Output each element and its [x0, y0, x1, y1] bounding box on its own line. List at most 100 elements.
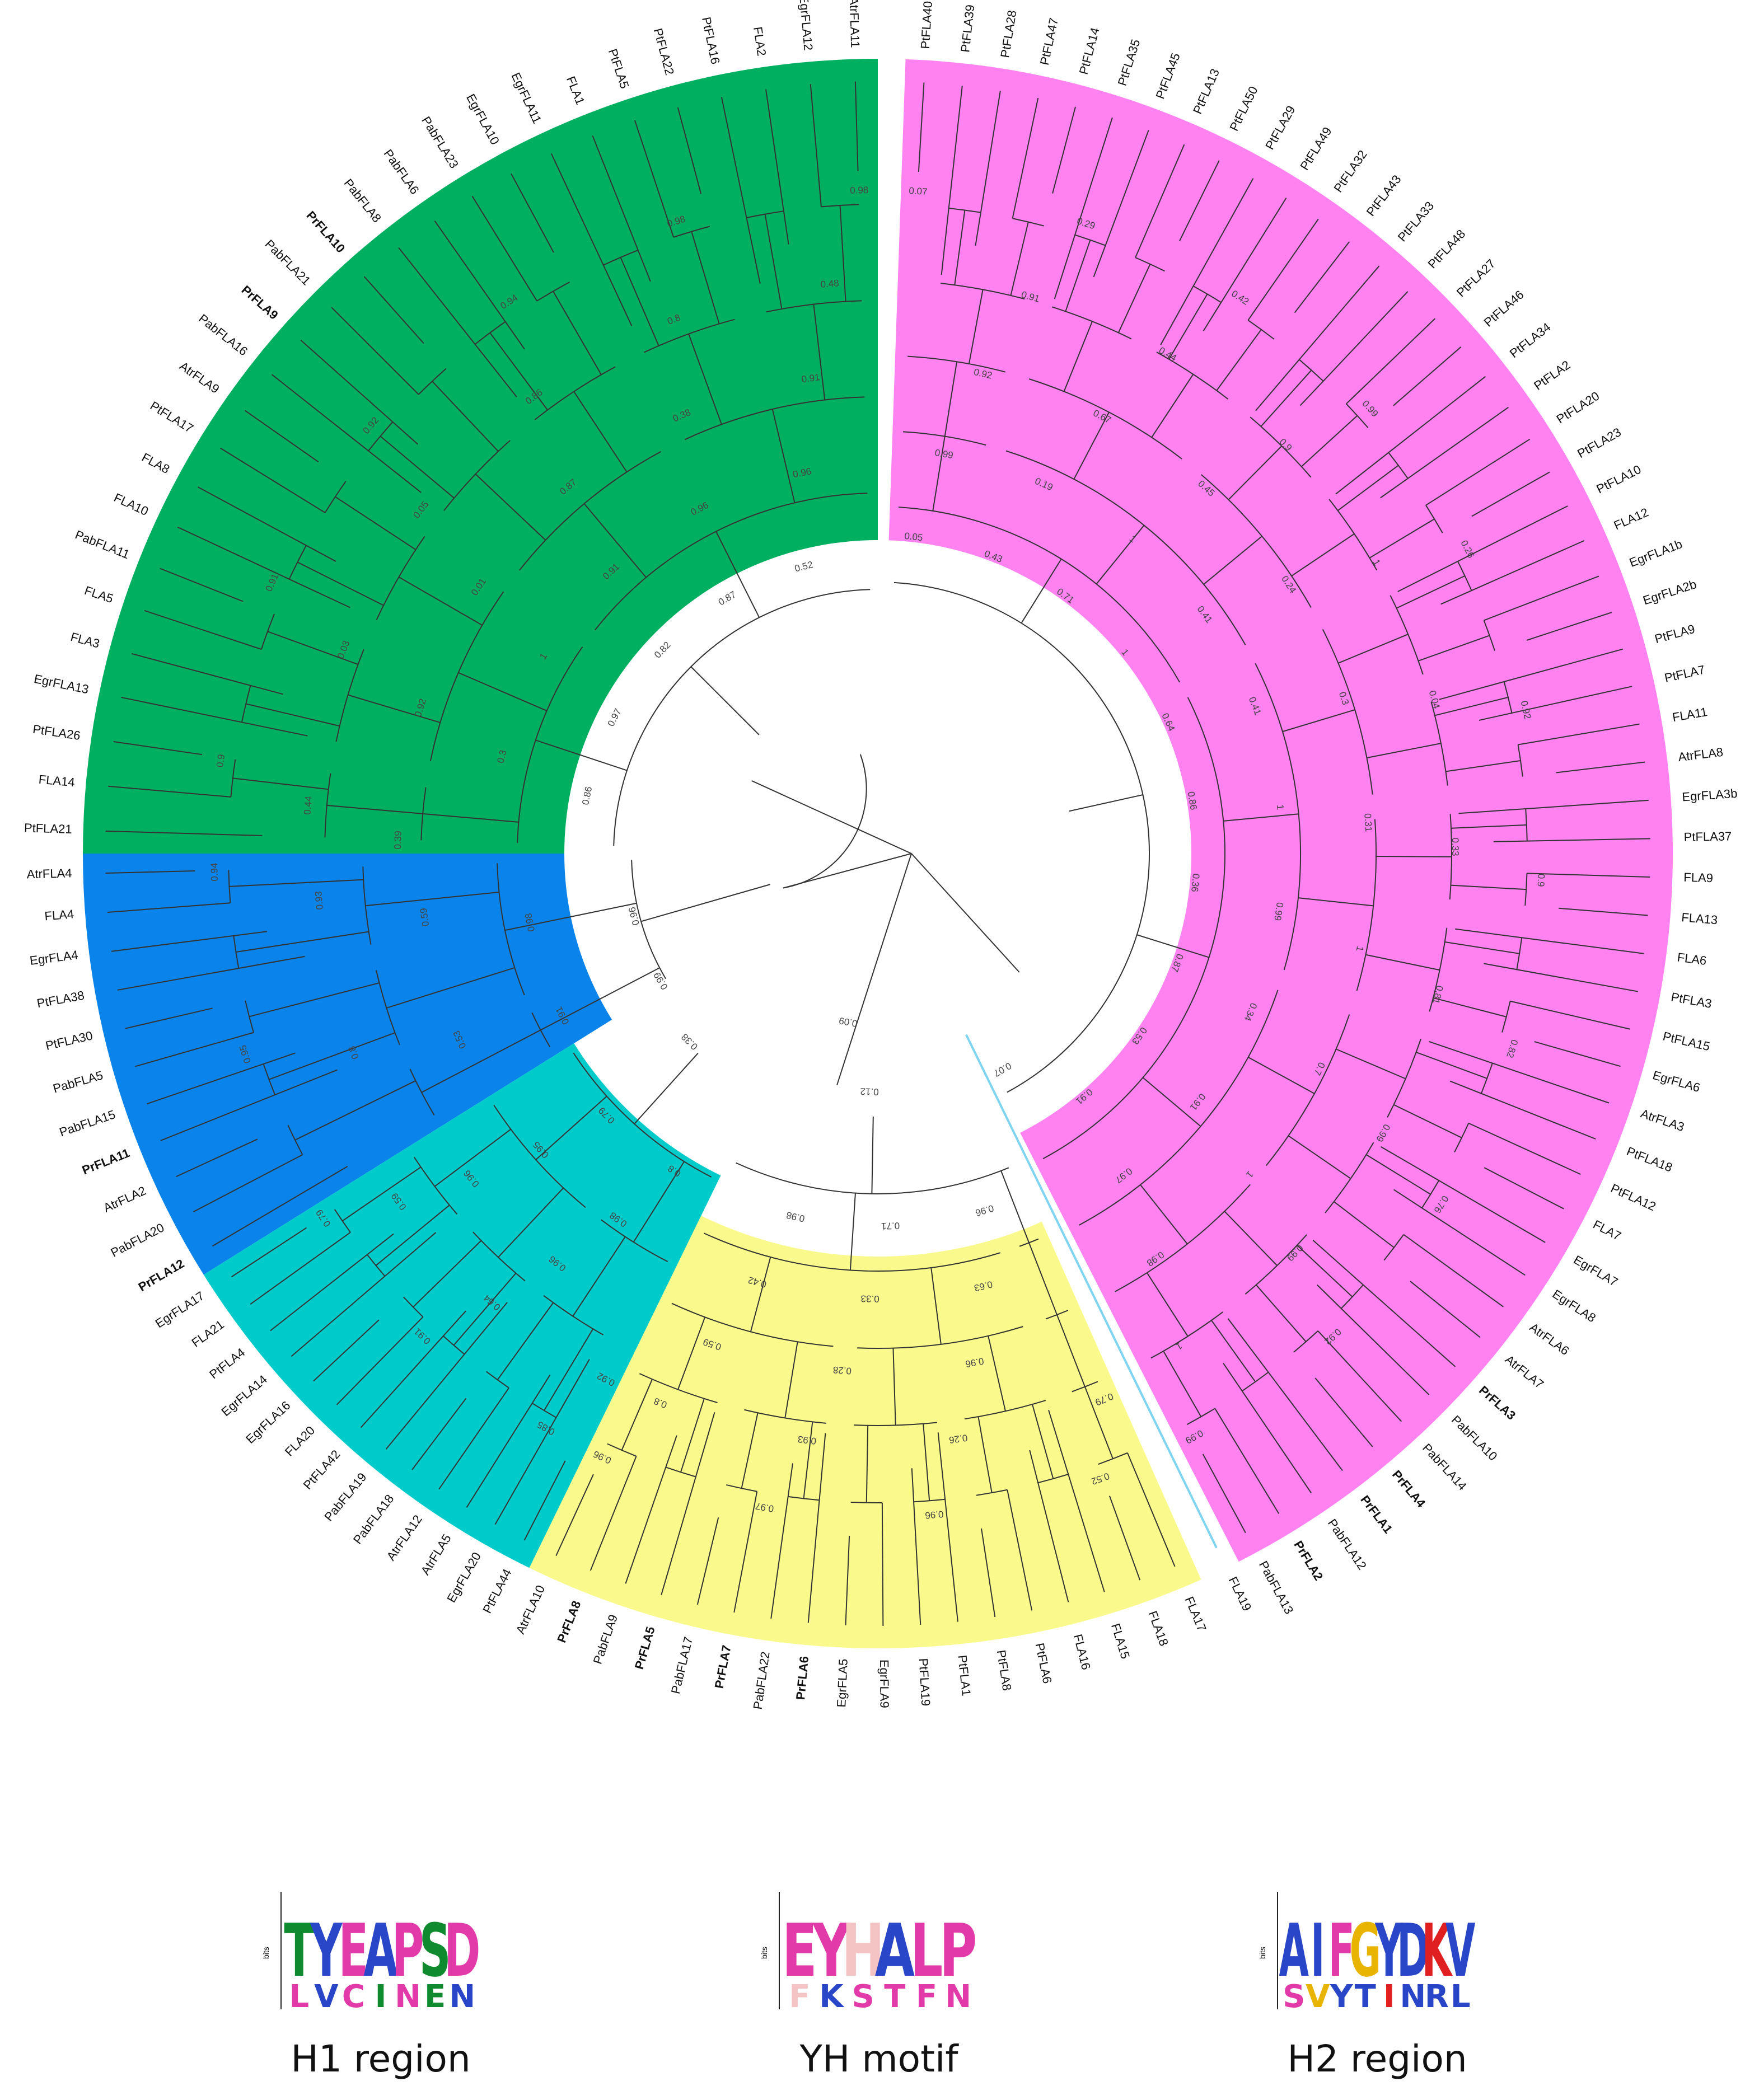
- internal-branch: [1117, 264, 1151, 333]
- leaf-label: PabFLA18: [350, 1492, 397, 1546]
- internal-branch: [573, 1052, 712, 1178]
- leaf-branch: [270, 1233, 394, 1332]
- internal-branch: [553, 290, 602, 375]
- leaf-branch: [1007, 1489, 1033, 1611]
- internal-branch: [892, 1348, 896, 1426]
- logo-axis-label: bits: [760, 1947, 769, 1959]
- leaf-branch: [981, 1528, 996, 1618]
- leaf-branch: [721, 97, 761, 284]
- support-value: 0.82: [652, 640, 673, 660]
- support-value: 0.93: [313, 891, 325, 911]
- leaf-label: FLA10: [112, 490, 151, 518]
- internal-branch: [1393, 1104, 1462, 1138]
- internal-branch: [535, 739, 628, 771]
- support-value: 0.86: [1186, 791, 1199, 811]
- leaf-branch: [193, 1154, 303, 1213]
- leaf-branch: [1534, 1041, 1621, 1067]
- internal-branch: [365, 891, 499, 907]
- leaf-label: AtrFLA7: [1503, 1352, 1547, 1391]
- phylogenetic-tree: AtrFLA11 EgrFLA12 FLA2 PtFLA16 PtFLA22 PtFLA5…: [24, 0, 1738, 1710]
- logo-axis-label: bits: [1258, 1947, 1267, 1959]
- leaf-label: PtFLA26: [32, 722, 81, 743]
- internal-branch: [263, 1063, 276, 1095]
- leaf-label: PabFLA23: [419, 114, 461, 171]
- internal-branch: [443, 1335, 465, 1355]
- internal-branch: [398, 576, 483, 626]
- internal-branch: [601, 1219, 668, 1263]
- leaf-branch: [1127, 1452, 1176, 1567]
- internal-branch: [380, 435, 455, 499]
- logo-letter: F: [1328, 1908, 1355, 1993]
- support-value: 0.9: [1536, 873, 1547, 887]
- leaf-branch: [197, 486, 336, 562]
- root-support-value: 0.07: [992, 1060, 1013, 1079]
- support-value: 0.93: [797, 1433, 817, 1446]
- leaf-branch: [854, 81, 859, 171]
- internal-branch: [1449, 814, 1452, 900]
- leaf-label: PtFLA13: [1190, 67, 1222, 116]
- outlier-branch: [965, 1034, 1218, 1549]
- logo-letter-secondary: K: [819, 1979, 845, 2015]
- internal-branch: [1248, 1056, 1315, 1094]
- leaf-branch: [494, 1358, 590, 1525]
- internal-branch: [1516, 937, 1523, 970]
- leaf-label: PrFLA11: [80, 1146, 132, 1177]
- internal-branch: [362, 866, 372, 945]
- internal-branch: [1425, 505, 1443, 533]
- internal-branch: [603, 250, 639, 266]
- internal-branch: [1000, 1170, 1030, 1243]
- leaf-branch: [1247, 218, 1319, 321]
- leaf-label: PrFLA1: [1358, 1493, 1395, 1536]
- internal-branch: [1028, 1243, 1058, 1315]
- support-values: 0.980.480.910.960.520.980.80.380.960.870…: [209, 185, 1547, 1521]
- internal-branch: [1301, 415, 1358, 467]
- leaf-label: PtFLA19: [916, 1658, 933, 1707]
- internal-branch: [715, 531, 760, 618]
- internal-branch: [1193, 285, 1222, 303]
- internal-branch: [621, 1379, 653, 1451]
- internal-branch: [497, 1302, 554, 1380]
- leaf-label: PabFLA13: [1256, 1559, 1296, 1616]
- clade-sector-green: [83, 59, 878, 854]
- leaf-branch: [918, 82, 925, 172]
- internal-branch: [1298, 897, 1374, 907]
- internal-branch: [741, 1413, 759, 1489]
- leaf-branch: [1397, 505, 1568, 592]
- leaf-branch: [121, 696, 308, 737]
- leaf-label: PtFLA23: [1575, 425, 1624, 461]
- internal-branch: [1224, 1211, 1278, 1266]
- support-value: 0.44: [302, 796, 314, 815]
- leaf-label: PrFLA8: [554, 1599, 583, 1644]
- logo-letter: P: [392, 1909, 424, 1993]
- logo-letter-secondary: T: [884, 1979, 905, 2015]
- leaf-label: PabFLA20: [109, 1220, 167, 1259]
- leaf-branch: [590, 1456, 637, 1571]
- internal-branch: [1074, 234, 1106, 246]
- internal-branch: [1367, 743, 1442, 759]
- internal-branch: [535, 1095, 607, 1160]
- leaf-label: AtrFLA4: [26, 866, 72, 881]
- internal-branch: [544, 1328, 594, 1411]
- leaf-label: PtFLA12: [1608, 1181, 1658, 1213]
- internal-branch: [923, 1423, 930, 1501]
- internal-branch: [944, 362, 958, 437]
- internal-branch: [326, 804, 423, 814]
- internal-branch: [1418, 635, 1490, 662]
- internal-branch: [771, 409, 796, 503]
- internal-branch: [540, 967, 660, 1031]
- internal-branch: [744, 1409, 827, 1424]
- motif-yh: bits E F Y K H S A T L F P N YH motif: [683, 1869, 1075, 2093]
- internal-branch: [1434, 696, 1509, 716]
- leaf-label: PtFLA42: [301, 1447, 343, 1492]
- leaf-label: PrFLA12: [136, 1257, 187, 1295]
- leaf-branch: [1527, 873, 1650, 878]
- leaf-branch: [1299, 291, 1409, 406]
- logo-letter: H: [841, 1908, 885, 1993]
- support-value: 0.97: [606, 707, 624, 728]
- leaf-label: FLA13: [1681, 910, 1719, 927]
- internal-branch: [1451, 824, 1527, 829]
- logo-letter: T: [284, 1909, 314, 1993]
- leaf-label: PtFLA2: [1531, 358, 1573, 393]
- leaf-branch: [1471, 471, 1550, 517]
